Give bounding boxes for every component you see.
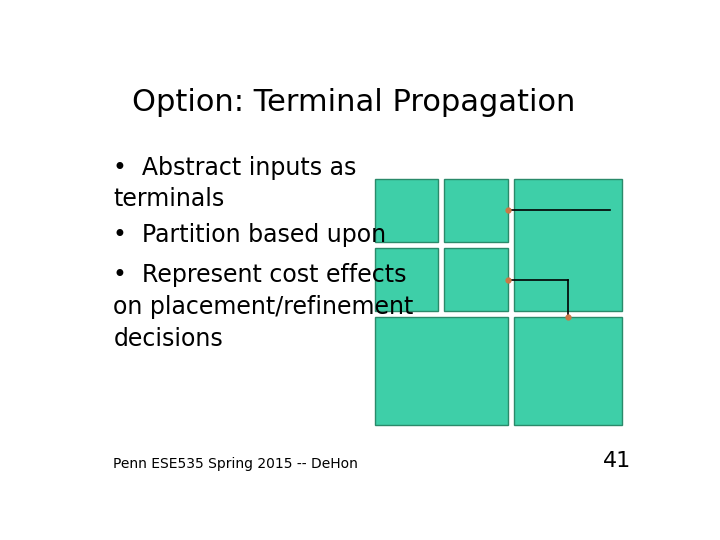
Text: •  Represent cost effects
on placement/refinement
decisions: • Represent cost effects on placement/re…: [113, 264, 414, 350]
Bar: [444, 179, 508, 242]
Bar: [514, 318, 621, 425]
Text: •  Abstract inputs as
terminals: • Abstract inputs as terminals: [113, 156, 356, 211]
Bar: [444, 248, 508, 311]
Text: Penn ESE535 Spring 2015 -- DeHon: Penn ESE535 Spring 2015 -- DeHon: [113, 457, 359, 470]
Text: 41: 41: [603, 450, 631, 470]
Text: Option: Terminal Propagation: Option: Terminal Propagation: [132, 88, 575, 117]
Bar: [514, 179, 621, 311]
Bar: [375, 248, 438, 311]
Bar: [375, 179, 438, 242]
Bar: [375, 318, 508, 425]
Text: •  Partition based upon: • Partition based upon: [113, 222, 387, 247]
